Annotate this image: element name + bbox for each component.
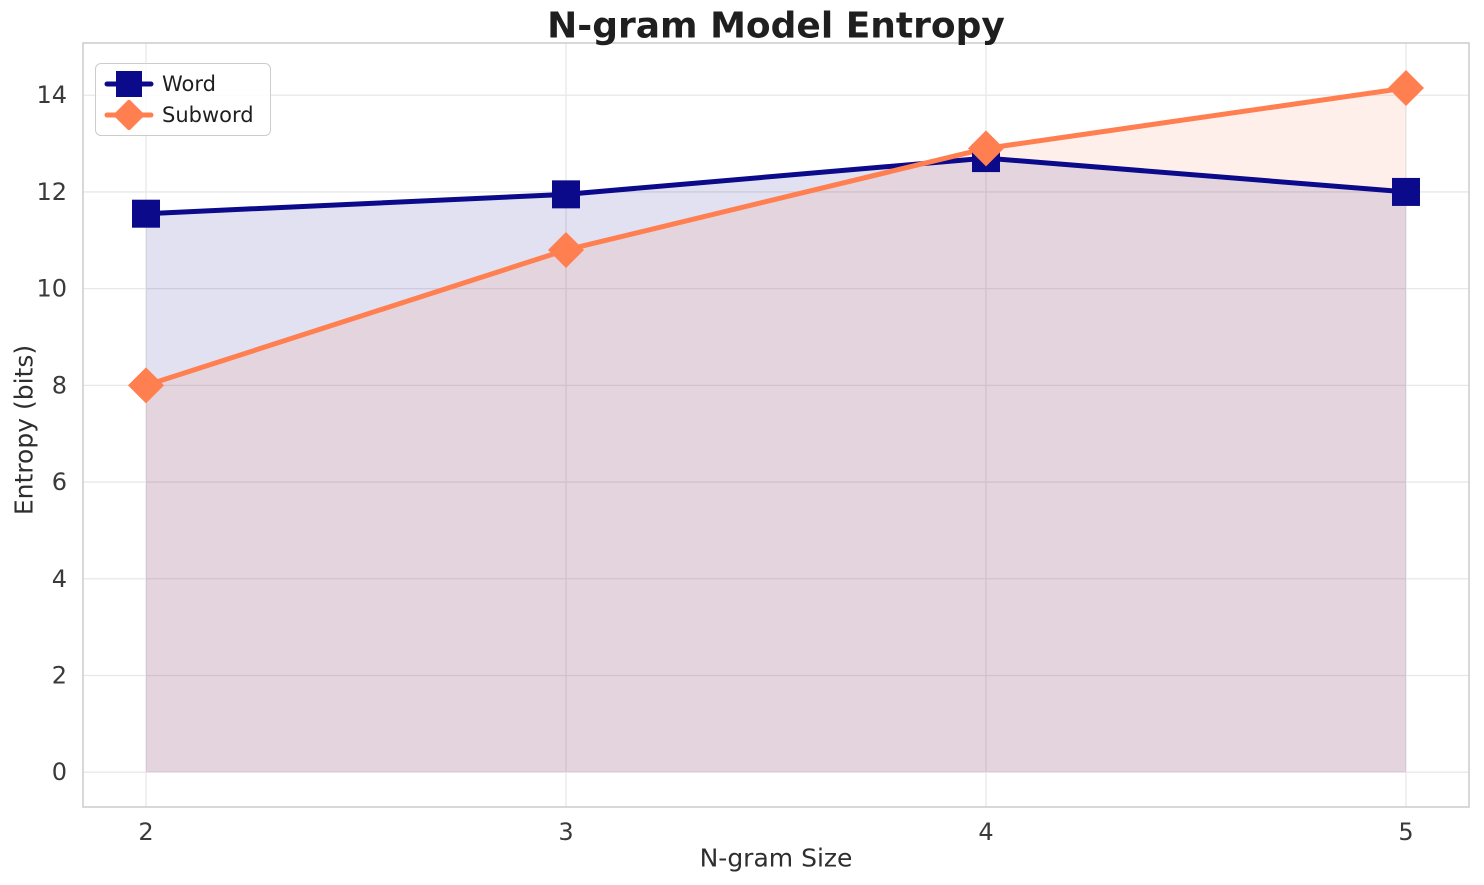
subword-marker-icon (968, 130, 1004, 167)
legend: Word Subword (95, 63, 271, 136)
y-tick-label: 8 (52, 371, 67, 399)
legend-label: Word (162, 72, 216, 96)
x-axis-label: N-gram Size (699, 843, 853, 873)
legend-label: Subword (162, 103, 254, 127)
subword-area (146, 87, 1406, 773)
word-marker-icon (132, 199, 160, 228)
word-legend-marker-icon (104, 71, 154, 97)
word-area (146, 158, 1406, 773)
y-axis-label: Entropy (bits) (9, 344, 39, 516)
y-tick-label: 10 (36, 275, 67, 303)
y-tick-label: 12 (36, 178, 67, 206)
subword-legend-marker-icon (104, 100, 154, 130)
x-tick-label: 4 (978, 818, 993, 846)
word-marker-icon (552, 180, 580, 209)
x-tick-label: 3 (558, 818, 573, 846)
plot-border (82, 42, 1470, 808)
y-tick-label: 2 (52, 661, 67, 689)
subword-marker-icon (128, 367, 164, 404)
chart-title: N-gram Model Entropy (547, 5, 1005, 47)
y-tick-label: 14 (36, 81, 67, 109)
subword-marker-icon (548, 231, 584, 268)
subword-line (143, 85, 1409, 388)
y-tick-label: 4 (52, 565, 67, 593)
x-tick-label: 5 (1398, 818, 1413, 846)
subword-marker-icon (1388, 69, 1424, 106)
x-tick-label: 2 (138, 818, 153, 846)
y-tick-label: 6 (52, 468, 67, 496)
y-tick-label: 0 (52, 758, 67, 786)
word-line (143, 155, 1409, 217)
legend-entry-word: Word (104, 69, 254, 99)
word-marker-icon (1392, 177, 1420, 206)
legend-entry-subword: Subword (104, 100, 254, 130)
